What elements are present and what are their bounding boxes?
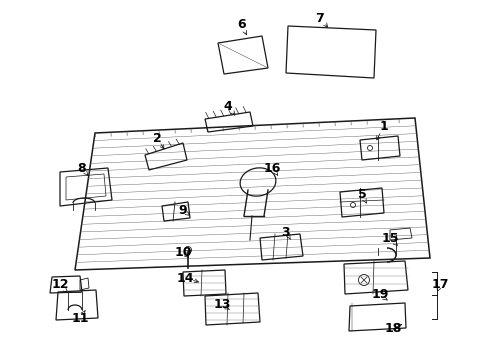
Text: 5: 5 — [357, 189, 366, 202]
Text: 13: 13 — [213, 298, 230, 311]
Text: 7: 7 — [315, 12, 324, 24]
Text: 4: 4 — [223, 99, 232, 112]
Text: 17: 17 — [430, 279, 448, 292]
Text: 12: 12 — [51, 279, 69, 292]
Text: 18: 18 — [384, 321, 401, 334]
Text: 1: 1 — [379, 120, 387, 132]
Text: 8: 8 — [78, 162, 86, 175]
Text: 14: 14 — [176, 271, 193, 284]
Text: 15: 15 — [381, 231, 398, 244]
Text: 9: 9 — [178, 203, 187, 216]
Text: 2: 2 — [152, 131, 161, 144]
Text: 3: 3 — [281, 225, 290, 238]
Text: 6: 6 — [237, 18, 246, 31]
Text: 16: 16 — [263, 162, 280, 175]
Text: 11: 11 — [71, 311, 88, 324]
Text: 19: 19 — [370, 288, 388, 302]
Text: 10: 10 — [174, 246, 191, 258]
